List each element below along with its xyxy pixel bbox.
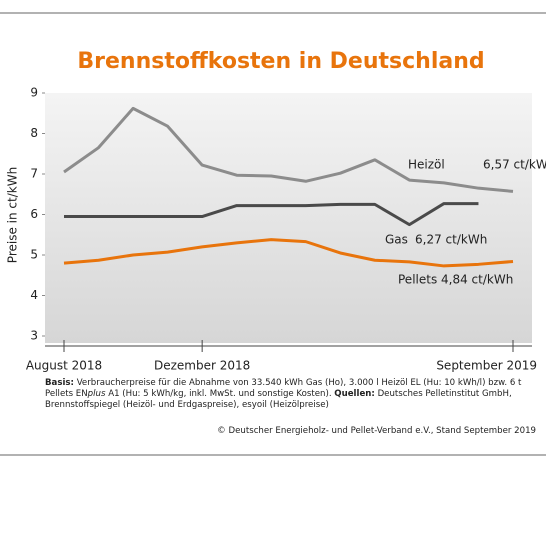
note-text: plus bbox=[87, 389, 106, 399]
y-tick-label: 3 bbox=[30, 329, 38, 343]
x-tick-label: Dezember 2018 bbox=[154, 359, 250, 373]
footnote: Basis: Verbraucherpreise für die Abnahme… bbox=[45, 378, 537, 411]
y-tick-label: 4 bbox=[30, 288, 38, 302]
note-label: Quellen: bbox=[334, 389, 375, 399]
chart-title: Brennstoffkosten in Deutschland bbox=[77, 49, 484, 74]
note-text: A1 (Hu: 5 kWh/kg, inkl. MwSt. und sonsti… bbox=[108, 389, 332, 399]
series-label: Pellets bbox=[398, 273, 437, 287]
y-tick-label: 9 bbox=[30, 86, 38, 100]
x-tick-label: September 2019 bbox=[436, 359, 537, 373]
series-end-label: 6,27 ct/kWh bbox=[415, 233, 487, 247]
y-tick-label: 7 bbox=[30, 167, 38, 181]
copyright: © Deutscher Energieholz- und Pellet-Verb… bbox=[217, 426, 536, 436]
series-line bbox=[63, 238, 514, 268]
y-axis-label: Preise in ct/kWh bbox=[6, 167, 20, 263]
series-end-label: 6,57 ct/kWh bbox=[483, 158, 546, 172]
series-label: Heizöl bbox=[408, 158, 445, 172]
note-text: Deutsches Pelletinstitut GmbH, Brennstof… bbox=[45, 389, 512, 410]
note-label: Basis: bbox=[45, 378, 74, 388]
y-tick-label: 5 bbox=[30, 248, 38, 262]
series-line bbox=[64, 202, 479, 227]
y-tick-label: 6 bbox=[30, 207, 38, 221]
series-label: Gas bbox=[385, 233, 408, 247]
series-line bbox=[63, 106, 514, 193]
y-tick-label: 8 bbox=[30, 126, 38, 140]
series-end-label: 4,84 ct/kWh bbox=[441, 273, 513, 287]
x-tick-label: August 2018 bbox=[26, 359, 102, 373]
note-text: Verbraucherpreise für die Abnahme von 33… bbox=[45, 378, 522, 399]
